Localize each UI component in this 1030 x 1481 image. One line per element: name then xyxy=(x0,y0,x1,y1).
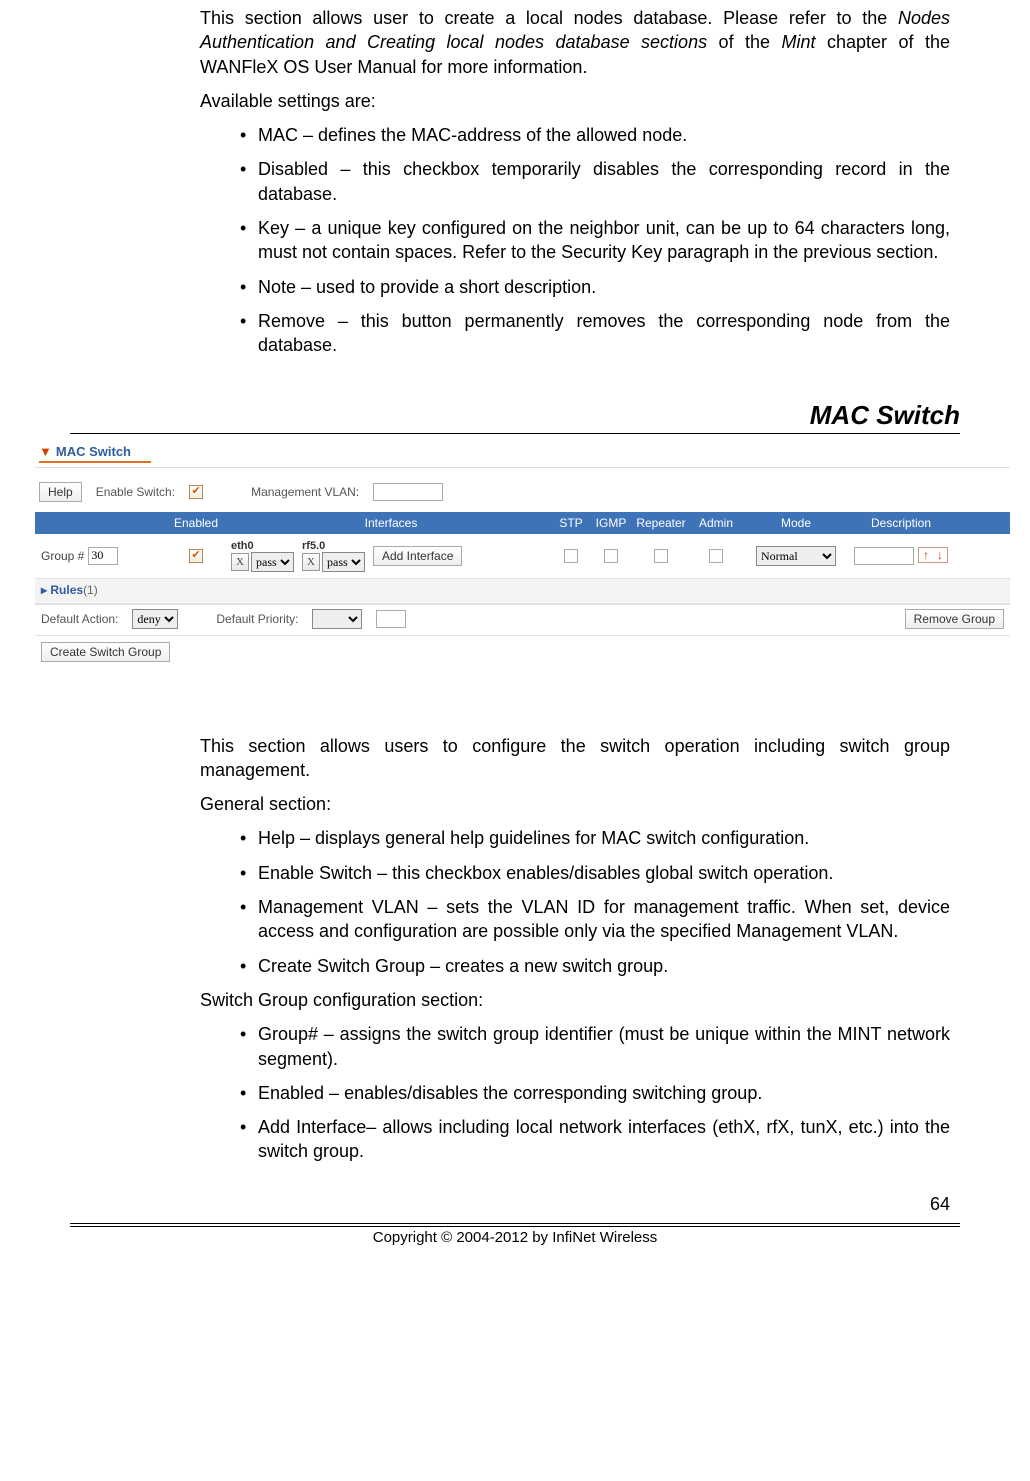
enable-switch-checkbox[interactable]: ✔ xyxy=(189,485,203,499)
iface-rf50-mode-select[interactable]: pass xyxy=(322,552,365,572)
col-enabled: Enabled xyxy=(161,516,231,530)
intro-p1c: of the xyxy=(707,32,781,52)
group-label: Group # xyxy=(41,549,84,563)
page-number: 64 xyxy=(70,1194,950,1215)
stp-checkbox[interactable]: ✔ xyxy=(564,549,578,563)
switch-section-heading: Switch Group configuration section: xyxy=(200,988,950,1012)
default-priority-label: Default Priority: xyxy=(216,612,298,626)
footer-rule xyxy=(70,1223,960,1227)
col-repeater: Repeater xyxy=(631,516,691,530)
remove-group-button[interactable]: Remove Group xyxy=(905,609,1004,629)
mgmt-vlan-label: Management VLAN: xyxy=(251,485,359,499)
collapse-icon: ▼ xyxy=(39,444,52,459)
rules-count: (1) xyxy=(83,583,98,597)
g-vlan: Management VLAN – sets the VLAN ID for m… xyxy=(240,895,950,944)
iface-rf50-remove-button[interactable]: X xyxy=(302,553,320,571)
move-up-icon[interactable]: ↑ xyxy=(919,548,933,562)
reorder-buttons[interactable]: ↑↓ xyxy=(918,547,948,563)
iface-eth0-remove-button[interactable]: X xyxy=(231,553,249,571)
bullet-mac: MAC – defines the MAC-address of the all… xyxy=(240,123,950,147)
s-add: Add Interface– allows including local ne… xyxy=(240,1115,950,1164)
table-header: Enabled Interfaces STP IGMP Repeater Adm… xyxy=(35,512,1010,534)
group-enabled-checkbox[interactable]: ✔ xyxy=(189,549,203,563)
panel-title-text: MAC Switch xyxy=(56,444,131,459)
iface-eth0-mode-select[interactable]: pass xyxy=(251,552,294,572)
s-group: Group# – assigns the switch group identi… xyxy=(240,1022,950,1071)
bullet-note: Note – used to provide a short descripti… xyxy=(240,275,950,299)
default-action-select[interactable]: deny xyxy=(132,609,178,629)
bullet-remove: Remove – this button permanently removes… xyxy=(240,309,950,358)
create-switch-group-button[interactable]: Create Switch Group xyxy=(41,642,170,662)
rules-label: Rules xyxy=(50,583,83,597)
default-action-label: Default Action: xyxy=(41,612,118,626)
copyright: Copyright © 2004-2012 by InfiNet Wireles… xyxy=(70,1229,960,1246)
bullet-key: Key – a unique key configured on the nei… xyxy=(240,216,950,265)
g-help: Help – displays general help guidelines … xyxy=(240,826,950,850)
intro-para: This section allows user to create a loc… xyxy=(200,6,950,79)
available-heading: Available settings are: xyxy=(200,89,950,113)
mgmt-vlan-input[interactable] xyxy=(373,483,443,501)
section-heading-mac-switch: MAC Switch xyxy=(70,370,960,434)
g-create: Create Switch Group – creates a new swit… xyxy=(240,954,950,978)
col-admin: Admin xyxy=(691,516,741,530)
group-number-input[interactable] xyxy=(88,547,118,565)
panel-title[interactable]: ▼ MAC Switch xyxy=(39,444,151,463)
default-priority-select[interactable] xyxy=(312,609,362,629)
iface-rf50-name: rf5.0 xyxy=(302,540,325,552)
repeater-checkbox[interactable]: ✔ xyxy=(654,549,668,563)
move-down-icon[interactable]: ↓ xyxy=(933,548,947,562)
admin-checkbox[interactable]: ✔ xyxy=(709,549,723,563)
iface-eth0-name: eth0 xyxy=(231,540,254,552)
col-interfaces: Interfaces xyxy=(231,516,551,530)
igmp-checkbox[interactable]: ✔ xyxy=(604,549,618,563)
description-input[interactable] xyxy=(854,547,914,565)
after-p1: This section allows users to configure t… xyxy=(200,734,950,783)
rules-toggle[interactable]: ▸ Rules(1) xyxy=(41,583,98,597)
intro-p1a: This section allows user to create a loc… xyxy=(200,8,898,28)
intro-p1d: Mint xyxy=(782,32,816,52)
col-description: Description xyxy=(851,516,951,530)
enable-switch-label: Enable Switch: xyxy=(96,485,175,499)
mode-select[interactable]: Normal xyxy=(756,546,836,566)
help-button[interactable]: Help xyxy=(39,482,82,502)
s-enabled: Enabled – enables/disables the correspon… xyxy=(240,1081,950,1105)
mac-switch-screenshot: ▼ MAC Switch Help Enable Switch: ✔ Manage… xyxy=(35,436,1010,668)
col-igmp: IGMP xyxy=(591,516,631,530)
general-section-heading: General section: xyxy=(200,792,950,816)
default-priority-input[interactable] xyxy=(376,610,406,628)
bullet-disabled: Disabled – this checkbox temporarily dis… xyxy=(240,157,950,206)
add-interface-button[interactable]: Add Interface xyxy=(373,546,462,566)
col-mode: Mode xyxy=(741,516,851,530)
g-enable: Enable Switch – this checkbox enables/di… xyxy=(240,861,950,885)
group-row: Group # ✔ eth0 X pass rf5.0 X pass xyxy=(35,534,1010,578)
expand-icon: ▸ xyxy=(41,583,47,597)
col-stp: STP xyxy=(551,516,591,530)
